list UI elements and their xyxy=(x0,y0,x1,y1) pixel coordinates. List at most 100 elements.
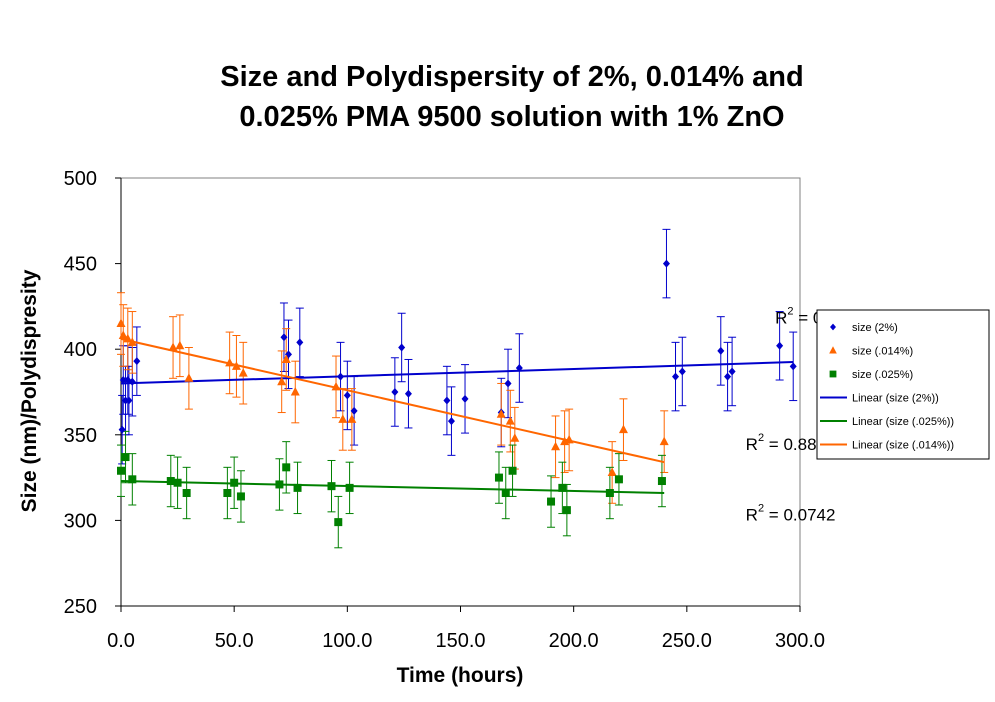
data-point xyxy=(128,377,136,386)
trendline xyxy=(120,337,665,464)
data-point xyxy=(618,424,628,434)
data-point xyxy=(337,372,345,381)
trendline xyxy=(120,361,794,385)
data-point xyxy=(510,433,520,442)
data-point xyxy=(116,318,126,328)
data-point xyxy=(398,343,406,352)
axes: 0.0 50.0 100.0 150.0 200.0 250.0 300.0 250 300 35… xyxy=(64,168,825,652)
data-point xyxy=(296,338,304,347)
x-tick-label: 250.0 xyxy=(662,630,712,652)
data-point xyxy=(230,478,239,487)
data-point xyxy=(501,489,510,498)
data-point xyxy=(558,483,567,492)
legend-label: Linear (size (.014%)) xyxy=(852,440,954,452)
data-point xyxy=(391,388,399,396)
data-point xyxy=(290,387,300,396)
data-point xyxy=(614,475,623,484)
data-point xyxy=(338,414,348,423)
data-point xyxy=(662,259,670,268)
data-point xyxy=(128,475,137,484)
data-point xyxy=(327,482,336,491)
data-point xyxy=(605,489,614,498)
y-tick-label: 250 xyxy=(64,596,97,618)
data-point xyxy=(547,497,556,506)
data-point xyxy=(168,342,178,351)
trendlines xyxy=(120,337,794,495)
data-point xyxy=(119,376,127,385)
data-point xyxy=(127,337,137,346)
data-point xyxy=(496,409,506,418)
data-point xyxy=(334,518,343,527)
data-point xyxy=(461,394,469,403)
data-point xyxy=(238,368,248,377)
plot-area xyxy=(120,177,801,607)
data-point xyxy=(184,373,194,382)
data-point xyxy=(724,372,732,381)
data-point xyxy=(672,372,680,381)
data-point xyxy=(343,391,351,400)
x-tick-label: 100.0 xyxy=(322,630,372,652)
data-point xyxy=(331,381,341,391)
data-point xyxy=(443,396,451,405)
data-point xyxy=(125,396,133,405)
data-point xyxy=(282,463,291,472)
data-point xyxy=(607,467,617,476)
data-point xyxy=(118,425,126,434)
data-point xyxy=(551,441,561,451)
data-point xyxy=(281,354,291,363)
data-point xyxy=(678,367,686,376)
legend-label: size (.014%) xyxy=(852,346,913,358)
x-axis-label: Time (hours) xyxy=(397,664,524,687)
y-tick-label: 500 xyxy=(64,168,97,190)
data-point xyxy=(133,357,141,366)
data-points xyxy=(116,259,797,527)
data-point xyxy=(175,340,185,350)
legend-marker xyxy=(830,323,836,331)
data-point xyxy=(789,362,797,371)
data-point xyxy=(776,341,784,350)
legend-marker xyxy=(829,370,837,378)
legend-label: Linear (size (2%)) xyxy=(852,393,939,405)
chart-title-line-2: 0.025% PMA 9500 solution with 1% ZnO xyxy=(239,101,784,133)
legend: size (2%) size (.014%) size (.025%) Linear … xyxy=(820,322,954,452)
data-point xyxy=(123,333,133,343)
data-point xyxy=(508,466,517,475)
data-point xyxy=(173,478,182,487)
data-point xyxy=(515,364,523,373)
data-point xyxy=(225,357,235,367)
y-tick-label: 300 xyxy=(64,510,97,532)
data-point xyxy=(231,361,241,370)
data-point xyxy=(118,330,128,340)
data-point xyxy=(347,414,357,423)
data-point xyxy=(236,492,245,501)
legend-box xyxy=(816,309,990,460)
legend-label: Linear (size (.025%)) xyxy=(852,416,954,428)
data-point xyxy=(280,333,288,342)
data-point xyxy=(277,376,287,386)
data-point xyxy=(728,367,736,376)
data-point xyxy=(404,389,412,398)
data-point xyxy=(564,434,574,444)
x-tick-label: 0.0 xyxy=(107,630,135,652)
y-tick-label: 400 xyxy=(64,339,97,361)
data-point xyxy=(562,506,571,515)
data-point xyxy=(447,417,455,426)
data-point xyxy=(293,483,302,492)
data-point xyxy=(121,453,130,462)
data-point xyxy=(504,379,512,388)
legend-marker xyxy=(829,346,837,354)
data-point xyxy=(494,473,503,482)
x-tick-label: 150.0 xyxy=(435,630,485,652)
data-point xyxy=(182,489,191,498)
legend-label: size (2%) xyxy=(852,322,898,334)
trendline xyxy=(120,480,665,495)
chart-title-line-1: Size and Polydispersity of 2%, 0.014% an… xyxy=(220,61,803,93)
y-tick-label: 450 xyxy=(64,254,97,276)
data-point xyxy=(345,483,354,492)
data-point xyxy=(717,346,725,355)
legend-label: size (.025%) xyxy=(852,369,913,381)
data-point xyxy=(117,466,125,475)
data-point xyxy=(350,406,358,415)
data-point xyxy=(223,489,232,498)
